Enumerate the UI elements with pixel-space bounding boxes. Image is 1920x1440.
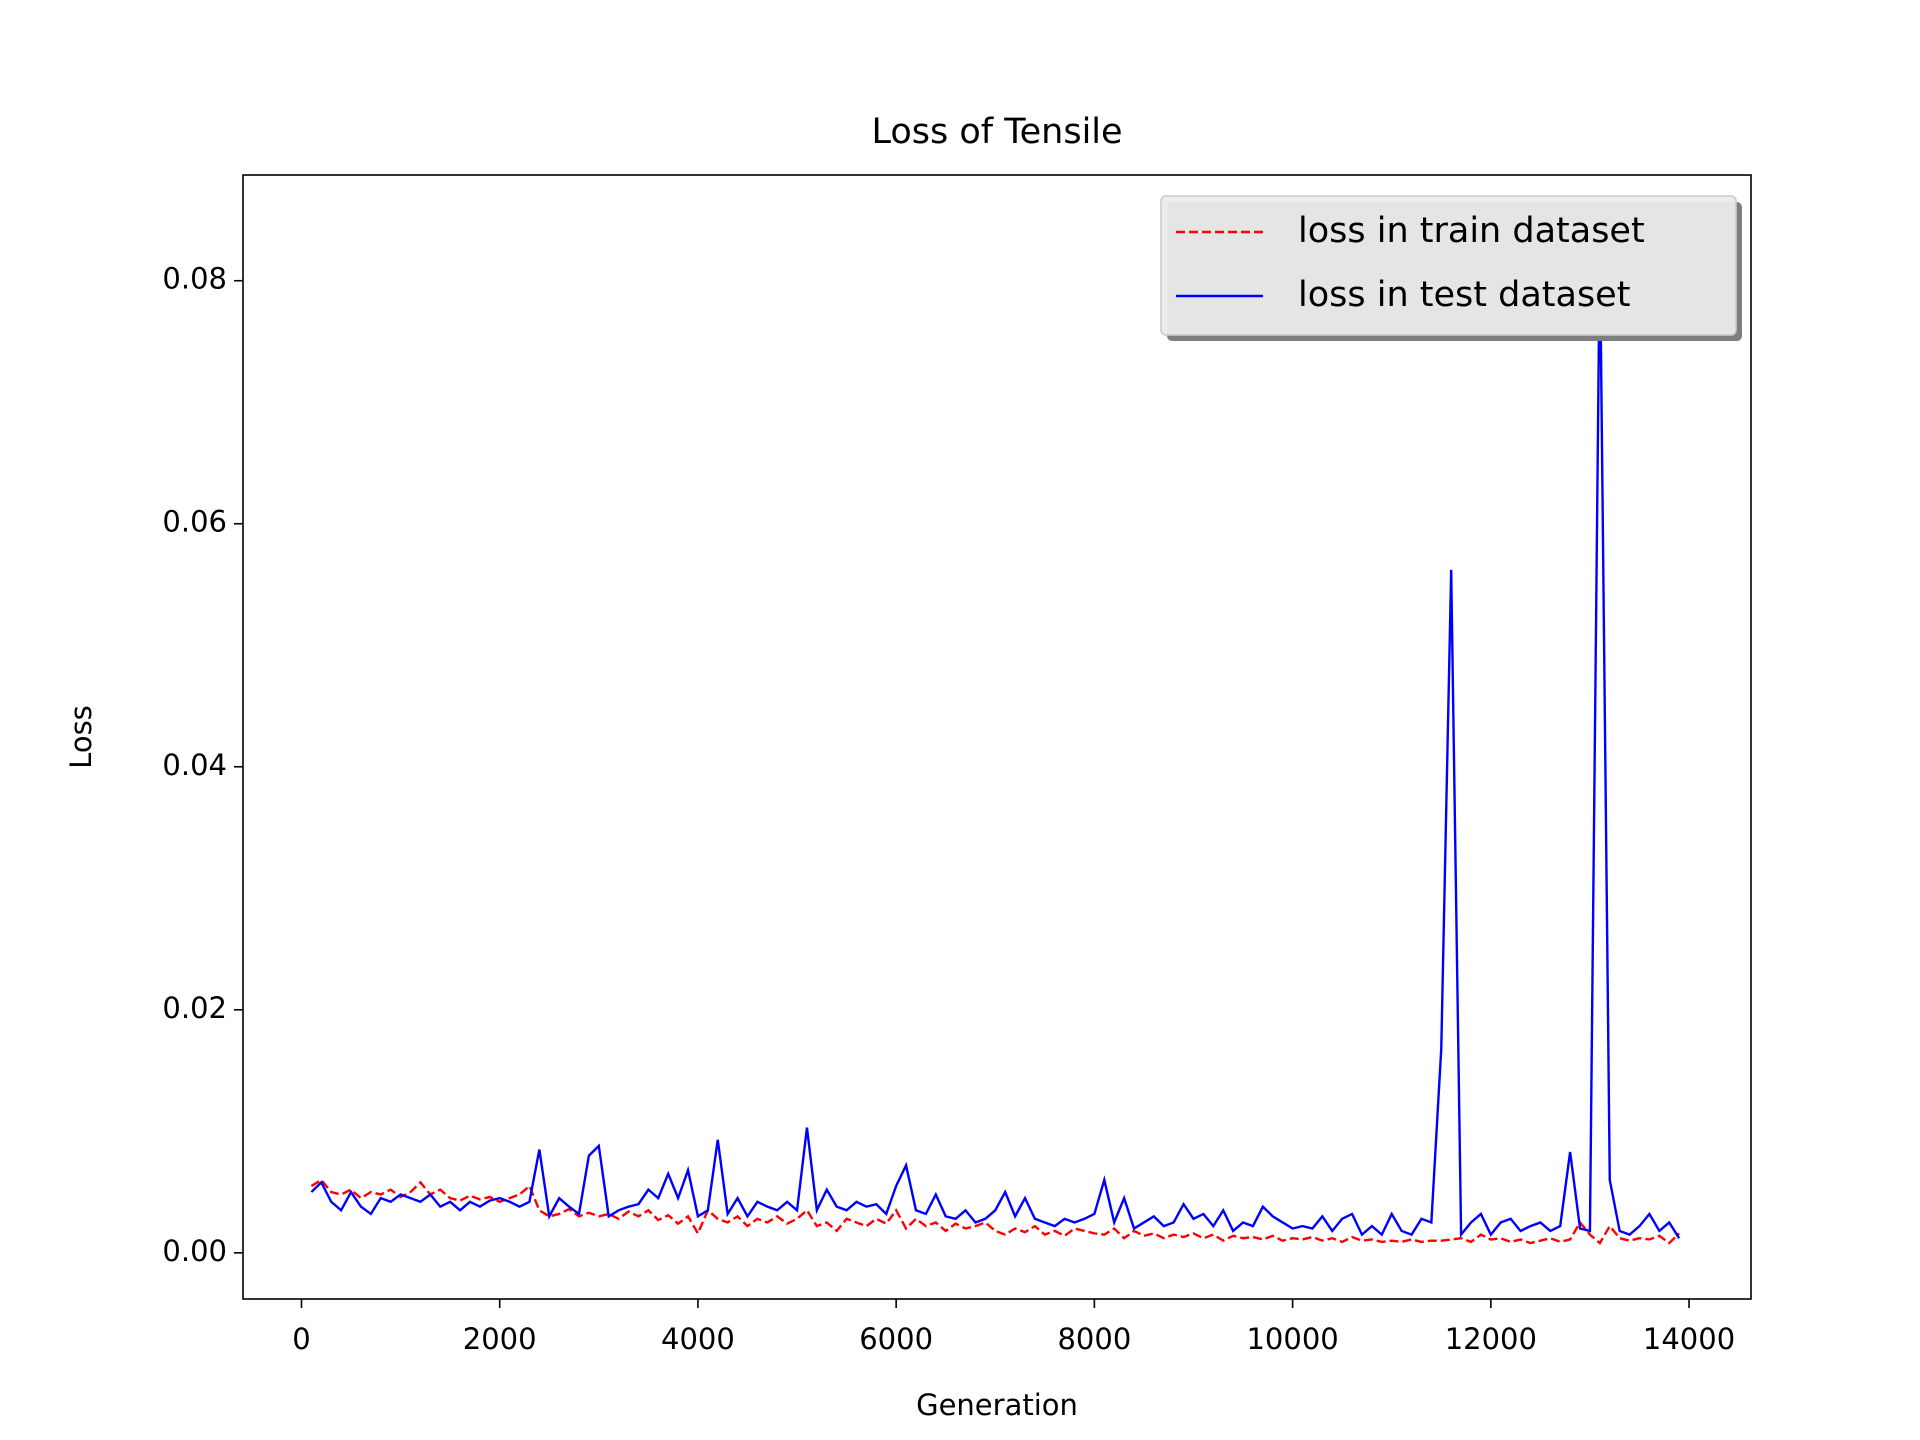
y-tick-label: 0.08: [162, 262, 227, 296]
x-tick-label: 2000: [463, 1322, 537, 1356]
legend-label: loss in test dataset: [1298, 275, 1630, 315]
x-tick-label: 8000: [1057, 1322, 1131, 1356]
data-line: [310, 244, 1681, 1239]
plot-frame: [242, 174, 1752, 1300]
x-axis-label: Generation: [916, 1388, 1078, 1422]
x-tick-label: 12000: [1445, 1322, 1537, 1356]
x-tick-label: 14000: [1643, 1322, 1735, 1356]
chart-title: Loss of Tensile: [871, 112, 1122, 152]
y-tick-label: 0.06: [162, 505, 227, 539]
x-tick-label: 6000: [859, 1322, 933, 1356]
x-tick-label: 10000: [1246, 1322, 1338, 1356]
x-tick-label: 4000: [661, 1322, 735, 1356]
y-tick-label: 0.00: [162, 1234, 227, 1268]
y-axis-label: Loss: [64, 705, 98, 769]
legend-label: loss in train dataset: [1298, 211, 1645, 251]
y-tick-label: 0.02: [162, 991, 227, 1025]
x-tick-label: 0: [292, 1322, 310, 1356]
y-tick-label: 0.04: [162, 748, 227, 782]
legend: [1160, 195, 1737, 336]
